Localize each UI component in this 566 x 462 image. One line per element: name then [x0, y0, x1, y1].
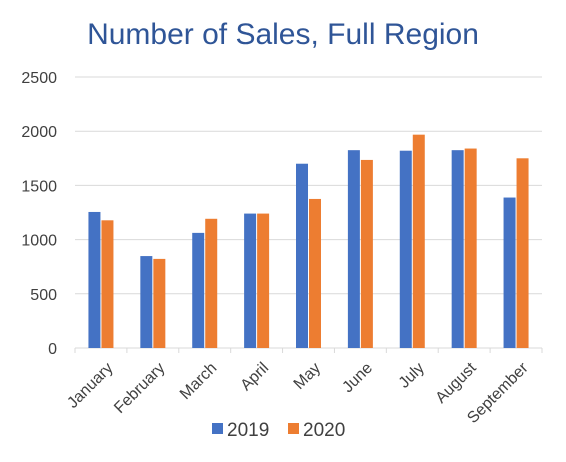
x-tick-label: May [291, 360, 324, 393]
y-tick-label: 2500 [21, 70, 57, 87]
bar-2019-march [192, 232, 205, 348]
bar-2020-january [101, 220, 114, 348]
y-tick-label: 1000 [21, 233, 57, 250]
bar-2020-june [360, 159, 373, 348]
bar-2019-july [399, 150, 412, 348]
legend-swatch-2019 [212, 423, 223, 434]
x-tick-label: July [396, 360, 428, 392]
bar-2019-may [296, 163, 308, 348]
y-tick-label: 1500 [21, 178, 57, 195]
bar-2020-february [153, 258, 166, 348]
bar-2020-april [257, 213, 270, 348]
bars [88, 134, 529, 348]
y-tick-label: 0 [48, 341, 57, 358]
bar-2019-april [244, 213, 257, 348]
x-tick-label: April [238, 360, 273, 395]
y-tick-label: 500 [30, 287, 57, 304]
x-tick-label: January [64, 360, 116, 412]
y-axis: 0 500 1000 1500 2000 2500 [21, 70, 57, 358]
x-tick-label: March [177, 360, 220, 403]
gridlines [75, 76, 542, 349]
bar-2020-may [309, 198, 321, 348]
bar-2019-september [503, 197, 516, 348]
bar-2019-august [451, 150, 464, 348]
bar-2019-february [140, 256, 153, 348]
bar-2020-august [464, 148, 477, 348]
bar-2019-january [88, 211, 101, 348]
legend: 2019 2020 [212, 420, 345, 441]
bar-2020-march [205, 218, 218, 348]
x-tick-label: August [433, 359, 481, 407]
x-tick-label: June [339, 360, 376, 397]
legend-label-2019: 2019 [227, 420, 269, 441]
legend-label-2020: 2020 [303, 420, 345, 441]
chart-title: Number of Sales, Full Region [87, 18, 479, 51]
bar-2019-june [347, 150, 360, 348]
x-tick-label: February [111, 360, 168, 417]
y-tick-label: 2000 [21, 124, 57, 141]
bar-2020-july [412, 134, 425, 348]
bar-2020-september [516, 158, 529, 348]
legend-swatch-2020 [288, 423, 299, 434]
